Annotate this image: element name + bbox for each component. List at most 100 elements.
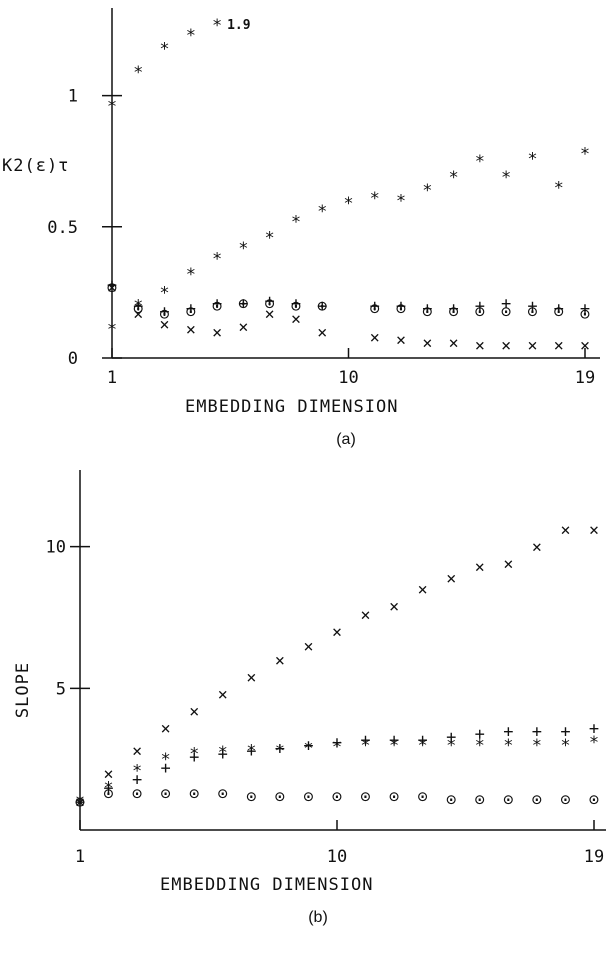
data-point-plus: +	[161, 759, 171, 779]
data-point-star: *	[422, 181, 432, 201]
panel-a-y-tick-label: 1	[68, 87, 78, 107]
data-point-star: *	[527, 150, 537, 170]
panel-a-x-tick-label: 10	[338, 368, 358, 388]
data-point-circle: ⊙	[246, 787, 256, 807]
data-point-cross: ×	[189, 702, 199, 722]
panel-a-x-ticks: 1 10 19	[107, 348, 595, 388]
data-point-cross: ×	[448, 333, 458, 353]
data-point-cross: ×	[212, 323, 222, 343]
data-point-star: *	[186, 26, 196, 46]
data-point-circle: ⊙	[418, 787, 428, 807]
data-point-star: *	[446, 736, 456, 756]
data-point-plus: +	[317, 297, 327, 317]
data-point-plus: +	[332, 733, 342, 753]
panel-a-x-axis-title: EMBEDDING DIMENSION	[185, 397, 398, 417]
data-point-star: *	[501, 168, 511, 188]
data-point-star: *	[189, 745, 199, 765]
data-point-plus: +	[475, 725, 485, 745]
data-point-cross: ×	[532, 538, 542, 558]
panel-a-series-circle: ⊙ ⊙ ⊙ ⊙ ⊙ ⊙ ⊙ ⊙ ⊙ ⊙ ⊙ ⊙ ⊙ ⊙ ⊙ ⊙ ⊙ ⊙	[107, 278, 590, 324]
data-point-cross: ×	[501, 336, 511, 356]
data-point-cross: ×	[422, 333, 432, 353]
data-point-star: *	[360, 736, 370, 756]
data-point-star: *	[218, 743, 228, 763]
data-point-star: *	[389, 736, 399, 756]
panel-a-series-star: * * * * *	[107, 16, 222, 117]
data-point-circle: ⊙	[303, 787, 313, 807]
data-point-plus: +	[527, 297, 537, 317]
data-point-cross: ×	[265, 304, 275, 324]
data-point-star: *	[475, 152, 485, 172]
data-point-plus: +	[554, 299, 564, 319]
data-point-star: *	[75, 793, 85, 813]
data-point-cross: ×	[503, 555, 513, 575]
panel-a-y-tick-label: 0.5	[47, 218, 78, 238]
data-point-cross: ×	[332, 623, 342, 643]
data-point-cross: ×	[475, 336, 485, 356]
panel-a-series-star: * * * * * * * * * * * * * * * * * * *	[107, 144, 590, 340]
data-point-circle: ⊙	[103, 784, 113, 804]
data-point-circle: ⊙	[332, 787, 342, 807]
data-point-cross: ×	[554, 336, 564, 356]
panel-b-y-ticks: 5 10	[46, 538, 90, 699]
data-point-circle: ⊙	[370, 299, 380, 319]
data-point-cross: ×	[275, 651, 285, 671]
data-point-star: *	[133, 63, 143, 83]
panel-a-y-ticks: 00.51	[47, 87, 122, 369]
data-point-cross: ×	[303, 637, 313, 657]
panel-a-caption: (a)	[336, 431, 356, 448]
data-point-cross: ×	[107, 278, 117, 298]
panel-a-series-cross: × × × × × × × × × × × × × × × × × ×	[107, 278, 590, 356]
data-point-star: *	[159, 39, 169, 59]
data-point-star: *	[418, 736, 428, 756]
data-point-cross: ×	[389, 597, 399, 617]
data-point-star: *	[103, 779, 113, 799]
data-point-cross: ×	[132, 742, 142, 762]
data-point-plus: +	[103, 779, 113, 799]
data-point-circle: ⊙	[580, 304, 590, 324]
data-point-plus: +	[159, 302, 169, 322]
data-point-plus: +	[186, 299, 196, 319]
data-point-cross: ×	[360, 606, 370, 626]
data-point-cross: ×	[370, 328, 380, 348]
data-point-cross: ×	[103, 764, 113, 784]
panel-b-x-axis-title: EMBEDDING DIMENSION	[160, 875, 373, 895]
data-point-plus: +	[422, 299, 432, 319]
panel-b-series-circle: ⊙ ⊙ ⊙ ⊙ ⊙ ⊙ ⊙ ⊙ ⊙ ⊙ ⊙ ⊙ ⊙ ⊙ ⊙ ⊙ ⊙ ⊙ ⊙	[75, 784, 599, 813]
data-point-plus: +	[589, 719, 599, 739]
data-point-star: *	[580, 144, 590, 164]
data-point-star: *	[186, 265, 196, 285]
data-point-circle: ⊙	[159, 304, 169, 324]
data-point-star: *	[212, 249, 222, 269]
data-point-circle: ⊙	[475, 790, 485, 810]
data-point-cross: ×	[159, 315, 169, 335]
panel-b: 510 1 10 19 SLOPE EMBEDDING DIMENSION (b) …	[13, 470, 606, 926]
data-point-circle: ⊙	[422, 302, 432, 322]
data-point-plus: +	[238, 294, 248, 314]
panel-b-caption: (b)	[308, 909, 328, 926]
panel-b-marks: ××××××××××× ×××× ××× ×++ +++ + + + + + + + + + + + + + +**…	[75, 521, 599, 813]
data-point-cross: ×	[418, 580, 428, 600]
data-point-plus: +	[475, 297, 485, 317]
data-point-star: *	[317, 202, 327, 222]
data-point-star: *	[275, 742, 285, 762]
data-point-plus: +	[265, 291, 275, 311]
data-point-plus: +	[291, 294, 301, 314]
data-point-cross: ×	[161, 719, 171, 739]
data-point-star: *	[589, 733, 599, 753]
panel-b-x-tick-label: 1	[75, 847, 85, 867]
data-point-cross: ×	[560, 521, 570, 541]
data-point-plus: +	[396, 297, 406, 317]
data-point-cross: ×	[589, 521, 599, 541]
data-point-circle: ⊙	[218, 784, 228, 804]
data-point-circle: ⊙	[317, 297, 327, 317]
data-point-cross: ×	[291, 310, 301, 330]
data-point-star: *	[291, 213, 301, 233]
data-point-star: *	[161, 750, 171, 770]
data-point-plus: +	[446, 728, 456, 748]
data-point-star: *	[265, 228, 275, 248]
data-point-plus: +	[418, 730, 428, 750]
data-point-circle: ⊙	[560, 790, 570, 810]
data-point-cross: ×	[75, 793, 85, 813]
